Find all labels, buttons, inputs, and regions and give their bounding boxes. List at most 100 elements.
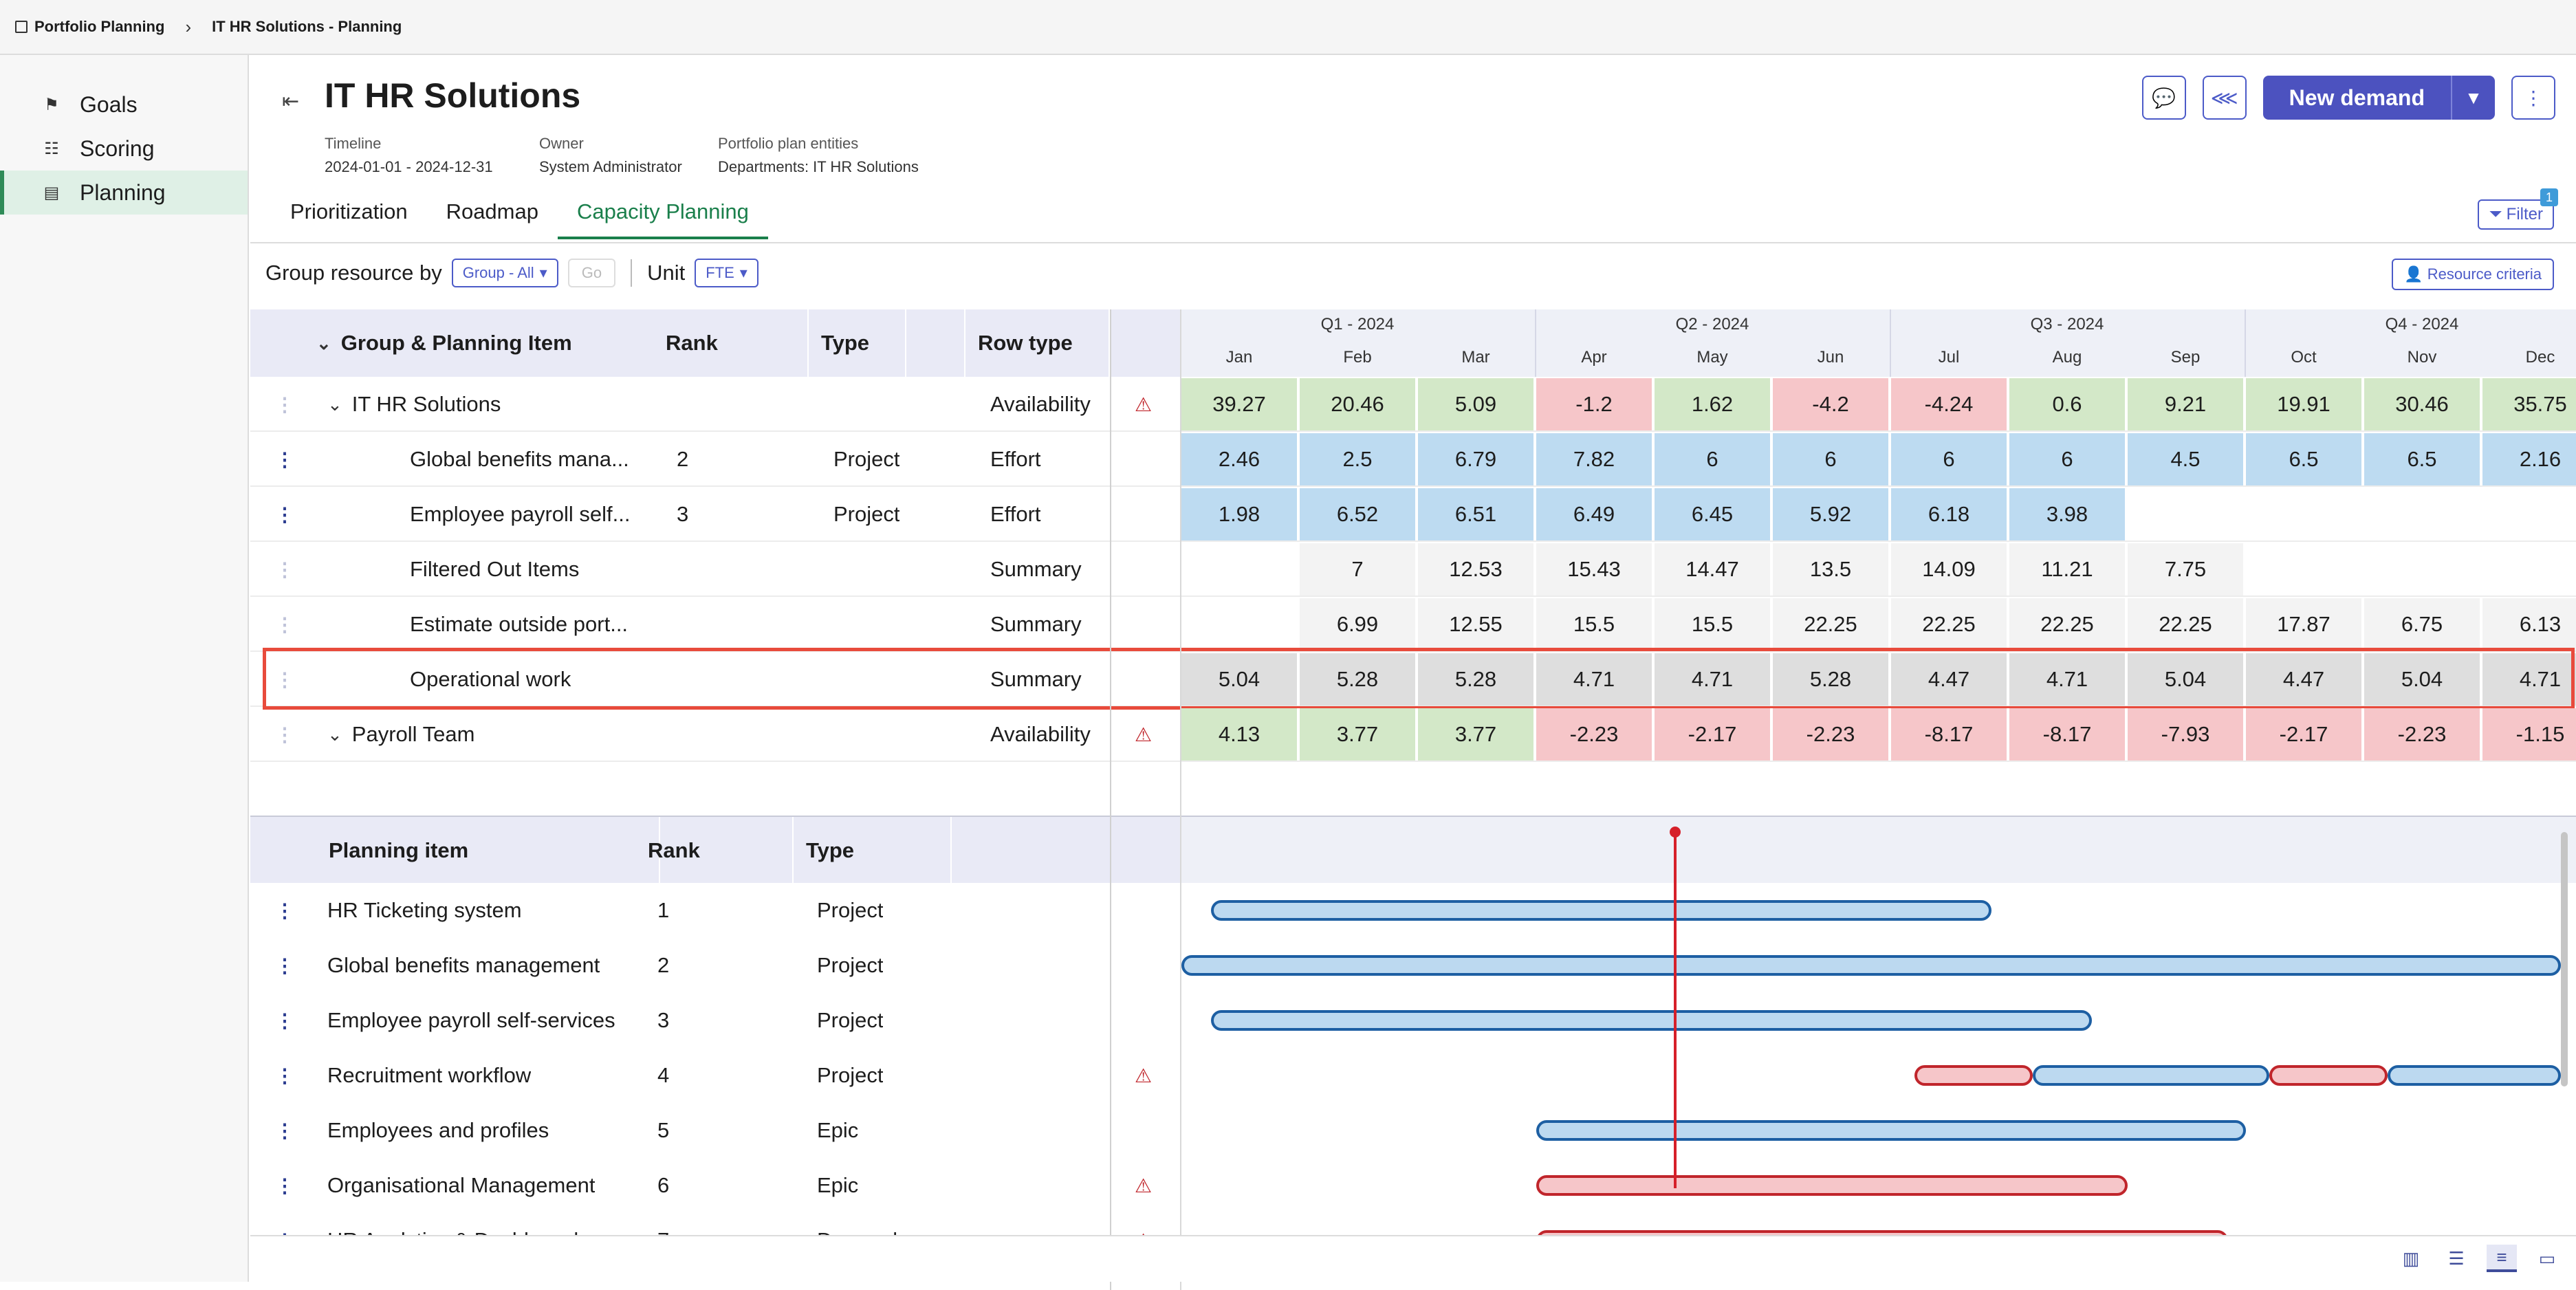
row-actions-icon[interactable]: ⋮ — [275, 503, 294, 525]
month-value-cell[interactable]: 30.46 — [2364, 378, 2482, 430]
chevron-down-icon[interactable]: ⌄ — [327, 723, 342, 745]
gantt-scrollbar[interactable] — [2561, 832, 2568, 1086]
split-view-icon[interactable]: ▥ — [2402, 1247, 2420, 1269]
row-actions-icon[interactable]: ⋮ — [275, 613, 294, 635]
month-value-cell[interactable]: 11.21 — [2009, 543, 2128, 595]
month-value-cell[interactable]: -1.2 — [1536, 378, 1655, 430]
row-actions-icon[interactable]: ⋮ — [275, 954, 294, 976]
month-value-cell[interactable]: 15.43 — [1536, 543, 1655, 595]
month-value-cell[interactable]: 7.82 — [1536, 433, 1655, 485]
gantt-bar[interactable] — [1536, 1120, 2246, 1141]
month-value-cell[interactable]: 6 — [2009, 433, 2128, 485]
month-value-cell[interactable]: 14.09 — [1891, 543, 2009, 595]
month-value-cell[interactable]: -2.17 — [1655, 708, 1773, 761]
month-value-cell[interactable]: 1.62 — [1655, 378, 1773, 430]
column-header-rank[interactable]: Rank — [635, 817, 794, 884]
month-value-cell[interactable]: 13.5 — [1773, 543, 1891, 595]
month-value-cell[interactable]: 5.28 — [1773, 653, 1891, 706]
month-value-cell[interactable]: 35.75 — [2482, 378, 2576, 430]
month-value-cell[interactable]: -1.15 — [2482, 708, 2576, 761]
compact-view-icon[interactable]: ≡ — [2487, 1245, 2517, 1272]
unit-select[interactable]: FTE ▾ — [695, 259, 758, 287]
month-value-cell[interactable]: 6 — [1773, 433, 1891, 485]
month-value-cell[interactable]: 2.16 — [2482, 433, 2576, 485]
go-button[interactable]: Go — [567, 259, 616, 287]
month-value-cell[interactable]: 6.49 — [1536, 488, 1655, 540]
row-actions-icon[interactable]: ⋮ — [275, 558, 294, 580]
column-header-group[interactable]: ⌄ Group & Planning Item — [304, 309, 906, 377]
gantt-bar[interactable] — [2388, 1065, 2561, 1086]
month-value-cell[interactable]: 2.46 — [1181, 433, 1300, 485]
month-value-cell[interactable]: 22.25 — [1891, 598, 2009, 651]
sidebar-item-planning[interactable]: ▤ Planning — [0, 171, 248, 215]
column-header-planning-item[interactable]: Planning item — [316, 817, 660, 884]
planning-item-name[interactable]: Global benefits management — [327, 953, 600, 977]
planning-item-name[interactable]: Organisational Management — [327, 1173, 596, 1197]
comment-button[interactable]: 💬 — [2141, 76, 2186, 120]
column-header-type[interactable]: Type — [809, 309, 965, 377]
panel-view-icon[interactable]: ▭ — [2538, 1247, 2556, 1269]
gantt-bar[interactable] — [1536, 1175, 2128, 1196]
month-value-cell[interactable]: 14.47 — [1655, 543, 1773, 595]
month-value-cell[interactable]: 15.5 — [1655, 598, 1773, 651]
month-value-cell[interactable]: -8.17 — [1891, 708, 2009, 761]
month-value-cell[interactable]: 4.47 — [2246, 653, 2364, 706]
warning-icon[interactable]: ⚠ — [1135, 1174, 1153, 1196]
month-value-cell[interactable]: 20.46 — [1300, 378, 1418, 430]
month-value-cell[interactable]: 5.28 — [1300, 653, 1418, 706]
month-value-cell[interactable]: 4.47 — [1891, 653, 2009, 706]
pane-divider[interactable] — [1180, 816, 1181, 1290]
month-value-cell[interactable]: -8.17 — [2009, 708, 2128, 761]
month-value-cell[interactable]: 4.71 — [1536, 653, 1655, 706]
month-value-cell[interactable]: 7 — [1300, 543, 1418, 595]
month-value-cell[interactable]: 22.25 — [1773, 598, 1891, 651]
month-value-cell[interactable]: -7.93 — [2128, 708, 2246, 761]
row-actions-icon[interactable]: ⋮ — [275, 1009, 294, 1031]
month-value-cell[interactable]: 5.28 — [1418, 653, 1536, 706]
month-value-cell[interactable]: 15.5 — [1536, 598, 1655, 651]
month-value-cell[interactable]: 4.13 — [1181, 708, 1300, 761]
collapse-sidebar-icon[interactable]: ⇤ — [282, 90, 300, 113]
month-value-cell[interactable]: 5.04 — [1181, 653, 1300, 706]
month-value-cell[interactable]: 6.79 — [1418, 433, 1536, 485]
month-value-cell[interactable]: 4.71 — [2009, 653, 2128, 706]
month-value-cell[interactable]: 6 — [1655, 433, 1773, 485]
share-button[interactable]: ⋘ — [2202, 76, 2247, 120]
planning-item-name[interactable]: Employees and profiles — [327, 1118, 549, 1142]
month-value-cell[interactable]: -4.24 — [1891, 378, 2009, 430]
row-actions-icon[interactable]: ⋮ — [275, 1119, 294, 1141]
month-value-cell[interactable]: 5.04 — [2128, 653, 2246, 706]
row-actions-icon[interactable]: ⋮ — [275, 1064, 294, 1086]
warning-icon[interactable]: ⚠ — [1135, 723, 1153, 745]
column-header-type[interactable]: Type — [794, 817, 952, 884]
month-value-cell[interactable]: 22.25 — [2128, 598, 2246, 651]
tab-roadmap[interactable]: Roadmap — [446, 199, 538, 223]
month-value-cell[interactable]: 4.71 — [1655, 653, 1773, 706]
pane-divider[interactable] — [1180, 309, 1181, 816]
month-value-cell[interactable]: 17.87 — [2246, 598, 2364, 651]
month-value-cell[interactable]: 0.6 — [2009, 378, 2128, 430]
month-value-cell[interactable]: 2.5 — [1300, 433, 1418, 485]
month-value-cell[interactable]: 12.53 — [1418, 543, 1536, 595]
month-value-cell[interactable]: -2.23 — [1773, 708, 1891, 761]
column-header-rowtype[interactable]: Row type — [965, 309, 1110, 377]
month-value-cell[interactable]: 6.5 — [2246, 433, 2364, 485]
month-value-cell[interactable]: 6.75 — [2364, 598, 2482, 651]
sidebar-item-goals[interactable]: ⚑ Goals — [0, 83, 248, 127]
month-value-cell[interactable]: 5.92 — [1773, 488, 1891, 540]
month-value-cell[interactable]: 4.71 — [2482, 653, 2576, 706]
warning-icon[interactable]: ⚠ — [1135, 1064, 1153, 1086]
month-value-cell[interactable]: 6.52 — [1300, 488, 1418, 540]
row-actions-icon[interactable]: ⋮ — [275, 1174, 294, 1196]
month-value-cell[interactable]: 5.09 — [1418, 378, 1536, 430]
chevron-down-icon[interactable]: ⌄ — [327, 393, 342, 415]
month-value-cell[interactable]: 22.25 — [2009, 598, 2128, 651]
resource-criteria-button[interactable]: 👤 Resource criteria — [2392, 259, 2554, 290]
month-value-cell[interactable]: 7.75 — [2128, 543, 2246, 595]
warning-icon[interactable]: ⚠ — [1135, 393, 1153, 415]
planning-item-name[interactable]: HR Ticketing system — [327, 898, 522, 922]
month-value-cell[interactable]: 6.5 — [2364, 433, 2482, 485]
gantt-bar[interactable] — [1914, 1065, 2033, 1086]
month-value-cell[interactable]: 6.45 — [1655, 488, 1773, 540]
month-value-cell[interactable]: -2.17 — [2246, 708, 2364, 761]
